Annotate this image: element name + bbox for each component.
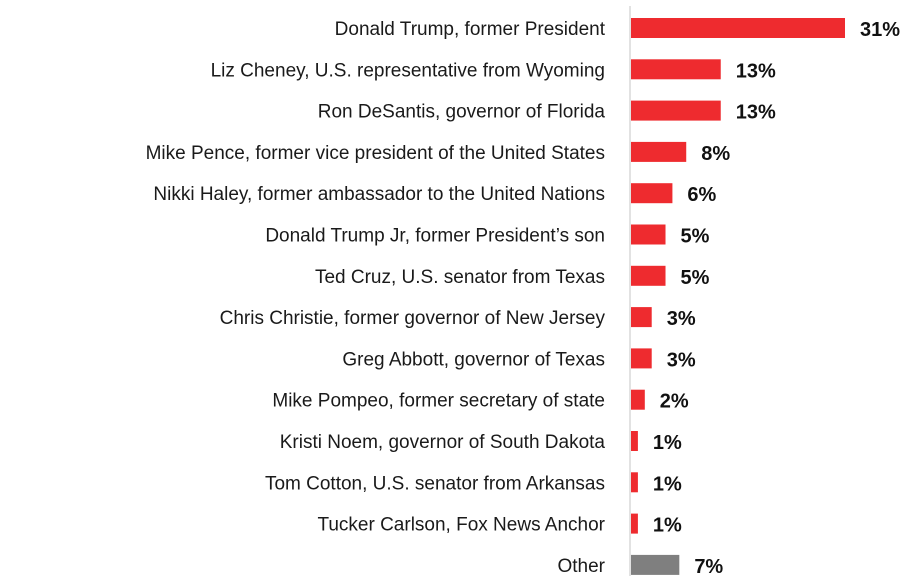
bar-liz-cheney-u-s-representative-from-wyoming bbox=[631, 59, 721, 80]
value-label-greg-abbott-governor-of-texas: 3% bbox=[667, 349, 696, 371]
category-label-tom-cotton-u-s-senator-from-arkansas: Tom Cotton, U.S. senator from Arkansas bbox=[265, 473, 605, 494]
category-label-donald-trump-jr-former-president-s-son: Donald Trump Jr, former President’s son bbox=[265, 226, 605, 247]
bar-ron-desantis-governor-of-florida bbox=[631, 100, 721, 121]
category-label-ted-cruz-u-s-senator-from-texas: Ted Cruz, U.S. senator from Texas bbox=[315, 267, 605, 288]
value-label-nikki-haley-former-ambassador-to-the-united-nations: 6% bbox=[687, 184, 716, 206]
bar-mike-pompeo-former-secretary-of-state bbox=[631, 389, 645, 410]
bar-chris-christie-former-governor-of-new-jersey bbox=[631, 307, 652, 328]
value-label-mike-pence-former-vice-president-of-the-united-states: 8% bbox=[701, 143, 730, 165]
category-label-tucker-carlson-fox-news-anchor: Tucker Carlson, Fox News Anchor bbox=[317, 515, 605, 536]
bar-greg-abbott-governor-of-texas bbox=[631, 348, 652, 369]
bar-ted-cruz-u-s-senator-from-texas bbox=[631, 265, 666, 286]
bar-donald-trump-jr-former-president-s-son bbox=[631, 224, 666, 245]
value-label-other: 7% bbox=[694, 556, 723, 576]
bar-donald-trump-former-president bbox=[631, 18, 845, 38]
value-label-tucker-carlson-fox-news-anchor: 1% bbox=[653, 515, 682, 537]
value-label-tom-cotton-u-s-senator-from-arkansas: 1% bbox=[653, 473, 682, 495]
category-label-mike-pompeo-former-secretary-of-state: Mike Pompeo, former secretary of state bbox=[272, 391, 605, 412]
category-label-nikki-haley-former-ambassador-to-the-united-nations: Nikki Haley, former ambassador to the Un… bbox=[153, 184, 605, 205]
value-label-liz-cheney-u-s-representative-from-wyoming: 13% bbox=[736, 60, 776, 82]
value-label-ted-cruz-u-s-senator-from-texas: 5% bbox=[681, 267, 710, 289]
bar-kristi-noem-governor-of-south-dakota bbox=[631, 431, 638, 451]
value-label-chris-christie-former-governor-of-new-jersey: 3% bbox=[667, 308, 696, 330]
bar-other bbox=[631, 554, 680, 575]
value-label-kristi-noem-governor-of-south-dakota: 1% bbox=[653, 432, 682, 454]
value-label-mike-pompeo-former-secretary-of-state: 2% bbox=[660, 391, 689, 413]
category-label-chris-christie-former-governor-of-new-jersey: Chris Christie, former governor of New J… bbox=[220, 308, 606, 329]
category-label-ron-desantis-governor-of-florida: Ron DeSantis, governor of Florida bbox=[318, 102, 606, 123]
value-label-ron-desantis-governor-of-florida: 13% bbox=[736, 102, 776, 124]
value-label-donald-trump-jr-former-president-s-son: 5% bbox=[681, 226, 710, 248]
category-label-liz-cheney-u-s-representative-from-wyoming: Liz Cheney, U.S. representative from Wyo… bbox=[211, 60, 605, 81]
bars-group: Donald Trump, former President 31% Liz Che… bbox=[146, 18, 900, 576]
bar-tucker-carlson-fox-news-anchor bbox=[631, 513, 638, 534]
category-label-greg-abbott-governor-of-texas: Greg Abbott, governor of Texas bbox=[342, 349, 605, 370]
bar-nikki-haley-former-ambassador-to-the-united-nations bbox=[631, 183, 673, 204]
bar-mike-pence-former-vice-president-of-the-united-states bbox=[631, 141, 687, 162]
category-label-other: Other bbox=[557, 556, 605, 576]
category-label-donald-trump-former-president: Donald Trump, former President bbox=[335, 19, 606, 40]
bar-tom-cotton-u-s-senator-from-arkansas bbox=[631, 472, 638, 493]
value-label-donald-trump-former-president: 31% bbox=[860, 19, 900, 41]
category-label-mike-pence-former-vice-president-of-the-united-states: Mike Pence, former vice president of the… bbox=[146, 143, 605, 164]
category-label-kristi-noem-governor-of-south-dakota: Kristi Noem, governor of South Dakota bbox=[280, 432, 606, 453]
